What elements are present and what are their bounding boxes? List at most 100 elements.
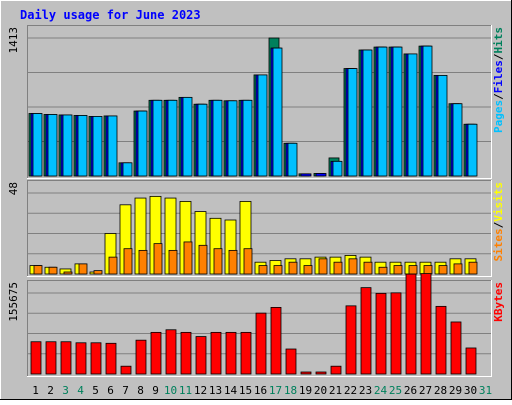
middle-bar-sites-day-28	[438, 265, 448, 275]
day-label-25: 25	[389, 384, 402, 397]
bottom-bar-kbytes-day-14	[225, 331, 237, 375]
day-label-14: 14	[224, 384, 238, 397]
middle-bar-sites-day-29	[453, 263, 463, 275]
top-bar-pages-day-29	[452, 103, 463, 177]
day-label-7: 7	[122, 384, 129, 397]
top-bar-pages-day-22	[347, 68, 358, 177]
bottom-bar-kbytes-day-2	[45, 341, 57, 375]
middle-bar-sites-day-17	[273, 265, 283, 275]
top-bar-files-day-19	[300, 173, 312, 177]
middle-bar-sites-day-16	[258, 265, 268, 275]
day-label-10: 10	[164, 384, 177, 397]
day-label-27: 27	[419, 384, 432, 397]
bottom-bar-kbytes-day-7	[120, 365, 132, 375]
bottom-bar-kbytes-day-5	[90, 342, 102, 375]
legend-kbytes: KBytes	[492, 282, 505, 322]
bottom-legend: KBytes	[492, 282, 505, 322]
legend-hits: Hits	[492, 27, 505, 54]
day-label-4: 4	[77, 384, 84, 397]
top-bar-pages-day-24	[377, 46, 388, 177]
bottom-bar-kbytes-day-29	[450, 321, 462, 375]
bottom-bar-kbytes-day-21	[330, 365, 342, 375]
bottom-bar-kbytes-day-17	[270, 306, 282, 375]
middle-bar-sites-day-8	[138, 249, 148, 275]
top-bar-pages-day-30	[467, 123, 478, 177]
top-bar-pages-day-27	[422, 45, 433, 177]
panel-sites-visits: 48 Sites/Visits	[7, 180, 505, 277]
day-label-30: 30	[464, 384, 477, 397]
day-label-20: 20	[314, 384, 327, 397]
bottom-bar-kbytes-day-30	[465, 347, 477, 375]
panel-kbytes: 155675 KBytes	[7, 273, 505, 377]
bottom-scale-label: 155675	[7, 282, 20, 322]
top-bar-pages-day-17	[272, 47, 283, 177]
top-bar-pages-day-26	[407, 53, 418, 177]
bottom-bar-kbytes-day-20	[315, 371, 327, 375]
middle-bar-sites-day-7	[123, 248, 133, 275]
day-label-5: 5	[92, 384, 99, 397]
bottom-bar-kbytes-day-25	[390, 292, 402, 375]
middle-bar-sites-day-5	[93, 270, 103, 275]
top-bar-pages-day-8	[137, 110, 148, 177]
legend-sites: Sites	[492, 228, 505, 261]
top-bar-pages-day-5	[92, 116, 103, 177]
top-bar-pages-day-9	[152, 99, 163, 177]
top-bar-files-day-20	[315, 173, 327, 177]
middle-bar-sites-day-4	[78, 263, 88, 275]
bottom-bar-kbytes-day-18	[285, 348, 297, 375]
bottom-bar-kbytes-day-3	[60, 341, 72, 375]
middle-bar-sites-day-14	[228, 249, 238, 275]
bottom-bar-kbytes-day-6	[105, 342, 117, 375]
day-label-11: 11	[179, 384, 192, 397]
day-label-29: 29	[449, 384, 462, 397]
middle-bar-sites-day-25	[393, 265, 403, 275]
bottom-bar-kbytes-day-9	[150, 331, 162, 375]
top-bar-pages-day-10	[167, 99, 178, 177]
middle-bar-sites-day-18	[288, 261, 298, 275]
legend-files: Files	[492, 60, 505, 93]
top-bar-pages-day-28	[437, 75, 448, 177]
top-bar-pages-day-6	[107, 115, 118, 177]
bottom-bar-kbytes-day-15	[240, 331, 252, 375]
legend-separator: /	[492, 221, 505, 228]
top-bar-pages-day-2	[47, 114, 58, 177]
day-label-1: 1	[32, 384, 39, 397]
middle-bar-sites-day-26	[408, 265, 418, 275]
bottom-bar-kbytes-day-12	[195, 336, 207, 375]
top-bar-pages-day-4	[77, 115, 88, 177]
top-bar-pages-day-1	[32, 113, 43, 177]
bottom-bar-kbytes-day-4	[75, 342, 87, 375]
bottom-bar-kbytes-day-8	[135, 339, 147, 375]
bottom-bar-kbytes-day-22	[345, 305, 357, 375]
middle-plot-area	[27, 180, 492, 277]
bottom-bar-kbytes-day-24	[375, 292, 387, 375]
bottom-bar-kbytes-day-26	[405, 273, 417, 375]
top-bar-pages-day-23	[362, 49, 373, 177]
chart-title: Daily usage for June 2023	[20, 8, 201, 22]
bottom-bar-kbytes-day-23	[360, 287, 372, 375]
day-label-23: 23	[359, 384, 372, 397]
top-scale-label: 1413	[7, 27, 20, 54]
day-label-8: 8	[137, 384, 144, 397]
day-label-2: 2	[47, 384, 54, 397]
legend-pages: Pages	[492, 100, 505, 133]
top-bar-pages-day-7	[122, 162, 133, 177]
day-label-15: 15	[239, 384, 252, 397]
top-bar-pages-day-14	[227, 100, 238, 177]
day-label-17: 17	[269, 384, 282, 397]
middle-bar-sites-day-9	[153, 243, 163, 275]
top-bar-pages-day-3	[62, 114, 73, 177]
day-label-18: 18	[284, 384, 297, 397]
bottom-bar-kbytes-day-28	[435, 305, 447, 375]
day-label-24: 24	[374, 384, 388, 397]
bottom-bar-kbytes-day-13	[210, 331, 222, 375]
top-bar-pages-day-13	[212, 99, 223, 177]
middle-bar-sites-day-13	[213, 248, 223, 275]
middle-bar-sites-day-24	[378, 266, 388, 275]
bottom-bar-kbytes-day-1	[30, 341, 42, 375]
legend-separator: /	[492, 53, 505, 60]
middle-bar-sites-day-3	[63, 271, 73, 275]
day-label-13: 13	[209, 384, 222, 397]
day-label-3: 3	[62, 384, 69, 397]
